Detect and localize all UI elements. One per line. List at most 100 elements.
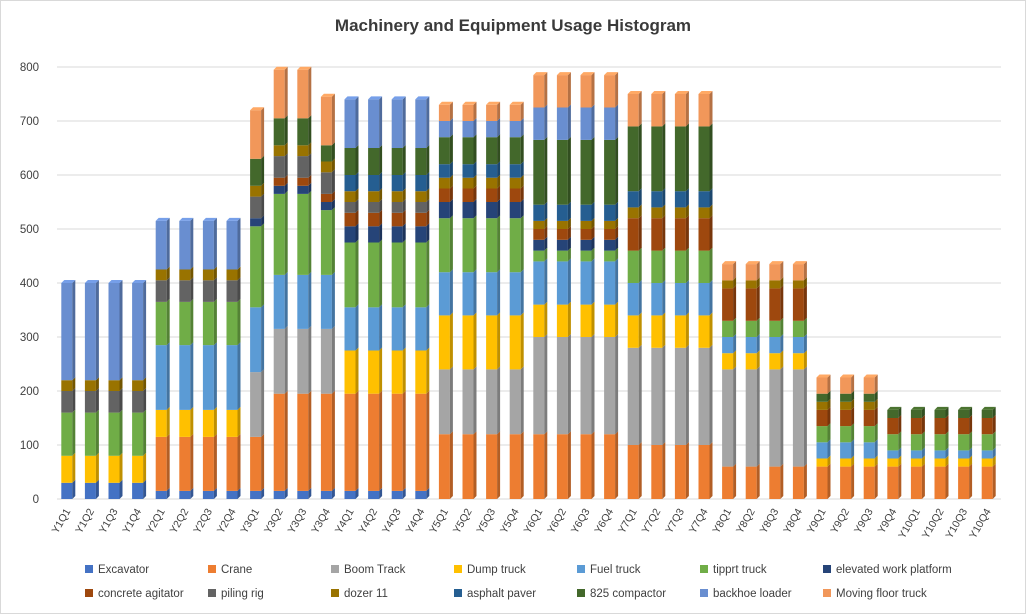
x-tick-label: Y7Q1 [616, 506, 640, 535]
x-tick-label: Y9Q4 [876, 506, 900, 535]
bar-top [934, 406, 949, 410]
bar-segment [698, 191, 710, 208]
bar-segment [745, 353, 757, 370]
bar-side [520, 134, 524, 165]
bar-segment [627, 445, 639, 499]
bar-segment [769, 337, 781, 354]
bar-side [945, 455, 949, 467]
bar-side [473, 118, 477, 138]
bar-segment [273, 185, 285, 194]
bar-side [591, 217, 595, 229]
bar-segment [604, 139, 616, 205]
bar-segment [722, 369, 734, 467]
bar-segment [84, 412, 96, 456]
bar-side [72, 377, 76, 391]
bar-top [391, 96, 406, 100]
bar-side [591, 136, 595, 205]
bar-side [520, 185, 524, 202]
bar-segment [486, 218, 498, 273]
bar-segment [745, 337, 757, 354]
bar-segment [250, 196, 262, 219]
bar-side [685, 204, 689, 219]
bar-segment [226, 345, 238, 410]
bar-segment [958, 409, 970, 418]
bar-segment [604, 75, 616, 108]
bar-side [709, 344, 713, 445]
bar-segment [226, 301, 238, 346]
x-tick-label: Y6Q1 [522, 506, 546, 535]
bar-segment [556, 139, 568, 205]
bar-segment [226, 409, 238, 437]
x-tick-label: Y10Q1 [896, 506, 923, 540]
bar-segment [108, 380, 120, 391]
bar-segment [297, 177, 309, 186]
bar-segment [155, 490, 167, 499]
bar-top [604, 72, 619, 76]
bar-segment [462, 104, 474, 121]
bar-side [567, 301, 571, 337]
x-tick-label: Y4Q2 [356, 506, 380, 535]
bar-side [497, 199, 501, 219]
bar-side [945, 415, 949, 435]
bar-segment [179, 269, 191, 281]
bar-side [284, 487, 288, 499]
bar-side [780, 261, 784, 281]
bar-segment [344, 148, 356, 175]
bar-segment [509, 434, 521, 499]
bar-segment [486, 177, 498, 189]
y-tick-label: 300 [20, 332, 39, 344]
bar-side [638, 204, 642, 219]
bar-segment [486, 121, 498, 138]
y-tick-label: 100 [20, 440, 39, 452]
bar-side [945, 463, 949, 499]
bar-top [273, 66, 288, 70]
y-tick-label: 700 [20, 116, 39, 128]
x-axis: Y1Q1 Y1Q2 Y1Q3 Y1Q4 Y2Q1 Y2Q2 Y2Q3 Y2Q4 Y3Q1 Y3Q2… [50, 506, 994, 540]
legend-label: tipprt truck [713, 564, 767, 576]
bar-segment [604, 261, 616, 305]
bar-side [591, 247, 595, 262]
bar-segment [297, 69, 309, 119]
bar-segment [415, 490, 427, 499]
bar-side [473, 101, 477, 121]
bar-side [119, 377, 123, 391]
bar-side [756, 285, 760, 321]
bar-side [426, 199, 430, 213]
bar-segment [580, 229, 592, 240]
x-tick-label: Y9Q3 [852, 506, 876, 535]
bar-segment [698, 283, 710, 316]
bar-side [733, 277, 737, 289]
bar-segment [816, 442, 828, 459]
bar-side [213, 266, 217, 281]
bar-side [449, 312, 453, 370]
bar-side [426, 239, 430, 308]
bar-segment [297, 156, 309, 178]
bar-side [709, 280, 713, 316]
y-tick-label: 200 [20, 386, 39, 398]
bar-segment [368, 175, 380, 192]
bar-segment [486, 202, 498, 219]
bar-side [166, 433, 170, 491]
bar-segment [509, 137, 521, 165]
bar-side [591, 258, 595, 305]
bar-segment [368, 490, 380, 499]
bar-segment [462, 164, 474, 178]
bar-segment [132, 283, 144, 381]
bar-side [143, 377, 147, 391]
legend-swatch [823, 589, 831, 597]
bar-segment [910, 409, 922, 418]
bar-side [331, 169, 335, 194]
bar-side [237, 266, 241, 281]
bar-segment [226, 280, 238, 302]
bar-top [61, 280, 76, 283]
legend-label: Moving floor truck [836, 588, 927, 600]
bar-side [72, 452, 76, 483]
bar-side [497, 312, 501, 370]
bar-segment [698, 445, 710, 499]
bar-segment [344, 191, 356, 202]
bar-side [638, 215, 642, 251]
bar-segment [320, 193, 332, 202]
bar-segment [958, 434, 970, 451]
bar-side [426, 487, 430, 499]
bar-side [379, 347, 383, 394]
